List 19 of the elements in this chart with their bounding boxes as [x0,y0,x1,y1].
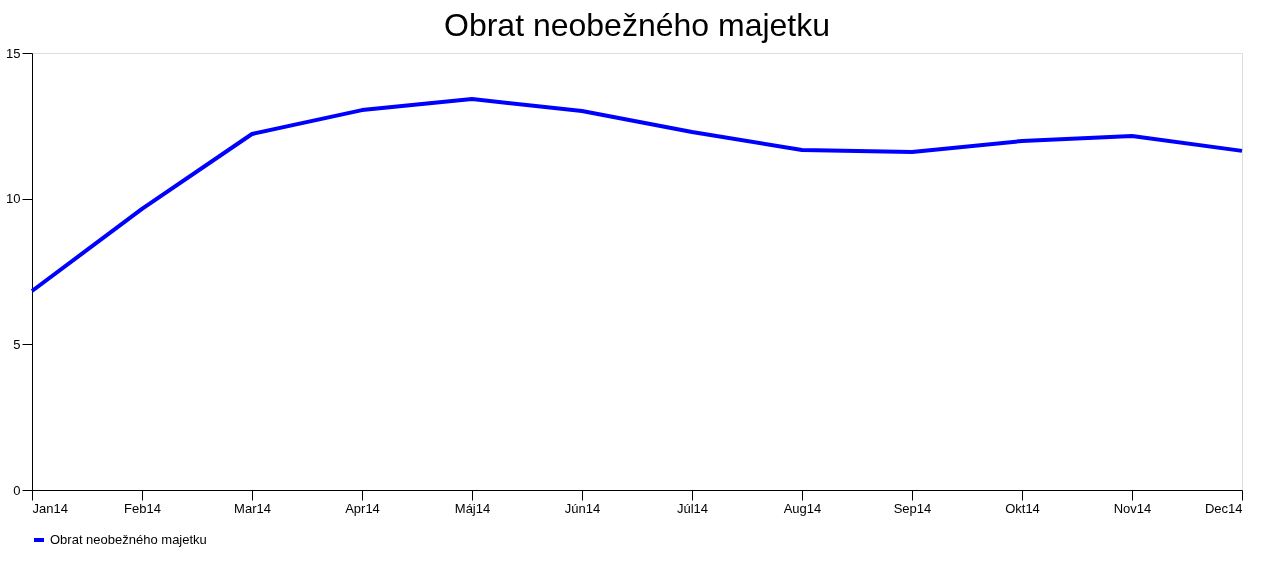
x-tick-label: Aug14 [783,500,822,516]
x-tick-label: Sep14 [893,500,932,516]
x-tick-label: Jan14 [32,500,68,516]
x-tick-label: Nov14 [1113,500,1152,516]
chart-title: Obrat neobežného majetku [443,7,831,43]
y-tick-label: 5 [13,336,21,352]
legend-label: Obrat neobežného majetku [50,532,207,547]
x-tick-label: Apr14 [345,500,380,516]
y-tick-label: 10 [6,191,21,207]
x-tick-label: Dec14 [1204,500,1243,516]
y-tick-label: 15 [6,45,21,61]
x-tick-label: Júl14 [676,500,709,516]
x-tick-label: Feb14 [124,500,161,516]
x-tick-label: Okt14 [1005,500,1040,516]
x-tick-label: Mar14 [234,500,271,516]
line-series [30,97,1244,294]
x-tick-label: Máj14 [454,500,491,516]
x-tick-label: Jún14 [564,500,601,516]
y-tick-label: 0 [13,482,21,498]
